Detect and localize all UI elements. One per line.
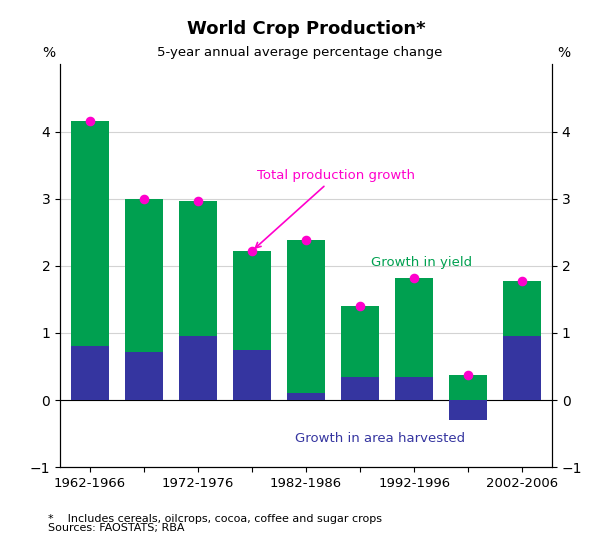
Bar — [233, 350, 271, 400]
Point — [301, 236, 311, 245]
Bar — [125, 352, 163, 400]
Bar — [341, 306, 379, 376]
Text: Growth in area harvested: Growth in area harvested — [295, 432, 466, 446]
Title: World Crop Production*: World Crop Production* — [187, 20, 425, 38]
Bar — [503, 336, 541, 400]
Bar — [179, 201, 217, 336]
Text: %: % — [557, 46, 570, 60]
Bar — [503, 280, 541, 336]
Point — [409, 273, 419, 282]
Text: Sources: FAOSTATS; RBA: Sources: FAOSTATS; RBA — [48, 523, 185, 533]
Text: %: % — [42, 46, 55, 60]
Point — [85, 117, 95, 126]
Bar — [287, 241, 325, 393]
Text: 5-year annual average percentage change: 5-year annual average percentage change — [157, 46, 443, 59]
Bar — [449, 400, 487, 420]
Point — [139, 194, 149, 203]
Bar — [179, 336, 217, 400]
Bar — [395, 278, 433, 376]
Bar — [287, 393, 325, 400]
Text: *    Includes cereals, oilcrops, cocoa, coffee and sugar crops: * Includes cereals, oilcrops, cocoa, cof… — [48, 513, 382, 524]
Bar — [341, 376, 379, 400]
Text: Growth in yield: Growth in yield — [371, 256, 472, 269]
Point — [193, 197, 203, 205]
Bar — [395, 376, 433, 400]
Bar — [71, 346, 109, 400]
Bar — [125, 199, 163, 352]
Text: Total production growth: Total production growth — [256, 169, 415, 248]
Point — [355, 302, 365, 310]
Bar — [449, 375, 487, 400]
Point — [247, 247, 257, 256]
Point — [517, 276, 527, 285]
Point — [463, 371, 473, 379]
Bar — [233, 251, 271, 350]
Bar — [71, 121, 109, 346]
